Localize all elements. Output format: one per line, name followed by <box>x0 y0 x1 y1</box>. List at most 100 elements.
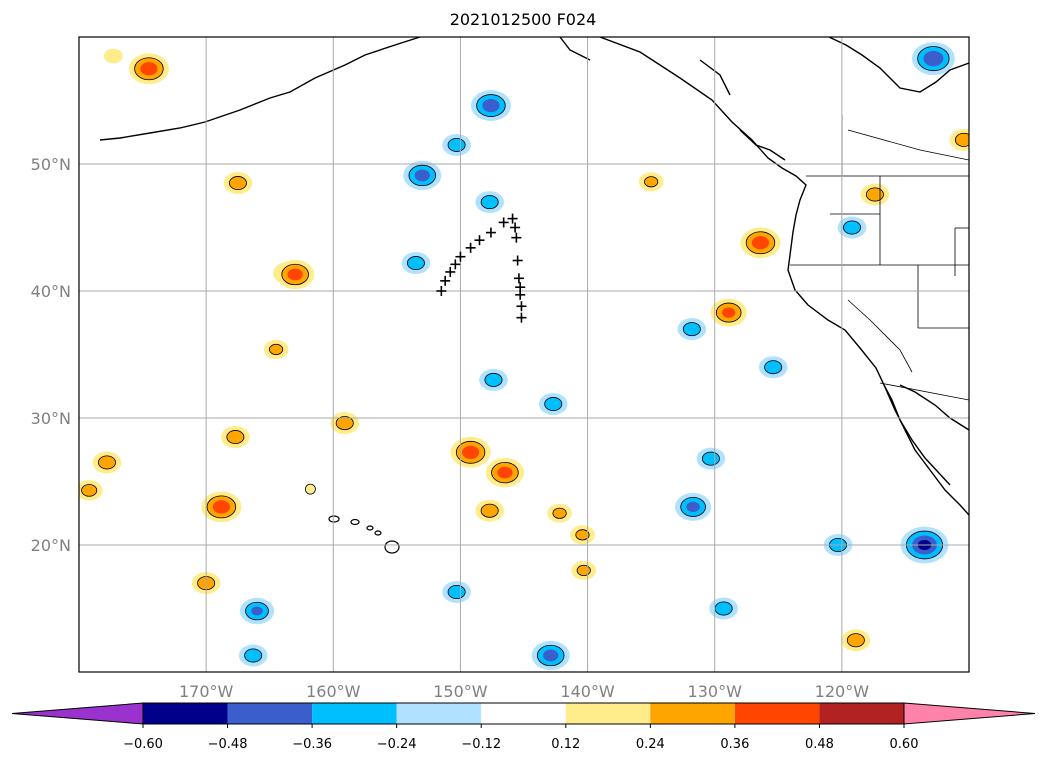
anomaly-blob <box>696 447 726 470</box>
colorbar-frame <box>142 702 905 725</box>
anomaly-blob <box>758 356 788 379</box>
anomaly-level <box>414 169 430 182</box>
colorbar-segment <box>396 703 482 724</box>
anomaly-blob <box>538 393 568 416</box>
anomaly-level <box>764 360 783 375</box>
colorbar-tick-label: −0.60 <box>123 737 163 752</box>
anomaly-blob <box>485 457 524 488</box>
anomaly-level <box>923 50 944 67</box>
anomaly-level <box>722 307 736 318</box>
anomaly-blob <box>223 172 253 195</box>
anomaly-level <box>552 507 567 519</box>
lon-label: 150°W <box>433 682 488 701</box>
colorbar-segment <box>481 703 566 724</box>
track-marker <box>440 275 451 286</box>
anomaly-level <box>480 195 499 210</box>
anomaly-level <box>304 483 316 495</box>
anomaly-blob <box>403 160 442 191</box>
anomaly-blob <box>531 640 570 671</box>
anomaly-blob <box>841 629 871 652</box>
track-marker <box>474 235 485 246</box>
borders <box>790 115 969 401</box>
anomaly-blob <box>860 183 890 206</box>
colorbar-tick-label: 0.12 <box>551 737 580 752</box>
anomaly-blob <box>674 492 712 521</box>
colorbar-tick-label: 0.48 <box>805 737 834 752</box>
anomaly-level <box>103 48 123 64</box>
anomaly-level <box>497 466 513 479</box>
track-marker <box>485 227 496 238</box>
anomaly-level <box>287 268 303 281</box>
anomaly-blob <box>837 216 867 239</box>
anomaly-blob <box>92 451 122 474</box>
anomaly-blob <box>949 128 969 151</box>
anomaly-blob <box>475 499 504 522</box>
track-marker <box>465 242 476 253</box>
track-marker <box>516 301 527 312</box>
colorbar-tick-label: −0.36 <box>292 737 332 752</box>
colorbar-tick-label: 0.36 <box>720 737 749 752</box>
track-marker <box>436 286 447 296</box>
anomaly-blob <box>911 42 955 76</box>
anomaly-level <box>575 529 590 541</box>
anomaly-level <box>846 633 865 648</box>
anomaly-blob <box>201 491 242 523</box>
anomaly-blob <box>638 172 664 192</box>
anomaly-blob <box>709 597 738 620</box>
map-area <box>78 36 970 673</box>
anomaly-level <box>244 648 263 663</box>
anomaly-level <box>251 606 263 616</box>
anomaly-level <box>482 98 500 113</box>
anomaly-level <box>462 445 480 459</box>
anomaly-level <box>843 220 862 235</box>
lon-label: 130°W <box>688 682 743 701</box>
anomaly-level <box>484 372 503 387</box>
colorbar-segment <box>734 703 820 724</box>
gridlines <box>79 37 969 672</box>
anomaly-blob <box>401 252 431 275</box>
anomaly-level <box>447 137 466 152</box>
track-marker <box>511 232 522 243</box>
anomaly-blob <box>442 133 471 156</box>
lon-label: 140°W <box>560 682 615 701</box>
colorbar <box>11 702 1036 725</box>
track-marker <box>445 266 456 277</box>
colorbar-arrow-left <box>11 702 144 725</box>
anomaly-level <box>226 430 245 445</box>
anomaly-level <box>228 176 247 191</box>
anomaly-level <box>954 132 969 147</box>
track-marker <box>515 289 526 300</box>
track-markers <box>436 213 527 323</box>
track-marker <box>450 259 461 270</box>
anomaly-level <box>140 62 158 76</box>
anomaly-blob <box>221 426 250 449</box>
anomaly-blob <box>710 298 747 327</box>
colorbar-tick-label: 0.24 <box>636 737 665 752</box>
anomaly-level <box>701 451 720 466</box>
coastlines <box>99 37 969 516</box>
anomaly-level <box>268 343 284 355</box>
anomaly-blob <box>239 597 275 625</box>
anomaly-blob <box>570 525 595 545</box>
colorbar-segment <box>819 703 904 724</box>
colorbar-segment <box>227 703 313 724</box>
anomaly-blob <box>238 644 268 667</box>
colorbar-tick-label: −0.48 <box>208 737 248 752</box>
map-frame <box>78 36 970 673</box>
anomaly-level <box>406 256 425 271</box>
anomaly-blob <box>330 412 360 435</box>
colorbar-tick-labels: −0.60 −0.48 −0.36 −0.24 −0.12 0.12 0.24 0.36 0.4… <box>123 724 918 752</box>
anomaly-level <box>544 397 563 412</box>
track-marker <box>498 217 509 228</box>
colorbar-arrow-right <box>903 702 1036 725</box>
anomaly-blob <box>442 580 471 603</box>
lon-label: 160°W <box>306 682 361 701</box>
colorbar-segment <box>565 703 651 724</box>
colorbar-tick-label: −0.12 <box>461 737 501 752</box>
track-marker <box>510 222 521 233</box>
hawaii-islands <box>328 515 400 554</box>
track-marker <box>455 251 466 262</box>
anomaly-blob <box>475 191 504 214</box>
anomaly-level <box>682 322 701 337</box>
